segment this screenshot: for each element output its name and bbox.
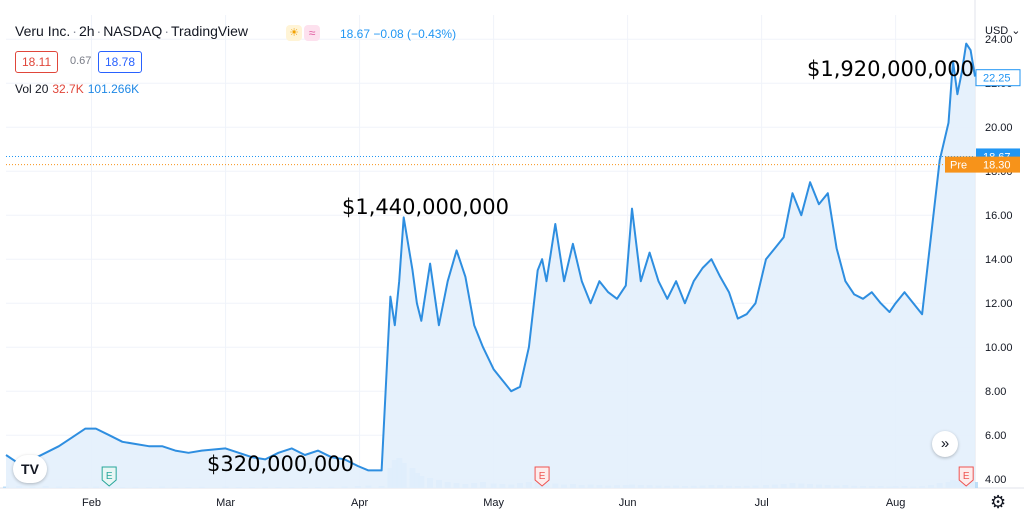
spread-value: 0.67: [70, 55, 92, 67]
data-source: TradingView: [170, 23, 249, 39]
crosshair-price-box: [975, 69, 1021, 87]
y-tick-label: 20.00: [985, 122, 1013, 134]
y-tick-label: 16.00: [985, 210, 1013, 222]
company-name: Veru Inc.: [15, 23, 71, 39]
y-tick-label: 8.00: [985, 386, 1006, 398]
tradingview-logo-icon[interactable]: TV: [13, 455, 47, 483]
earnings-marker-label: E: [539, 471, 546, 482]
price-area-fill: [6, 43, 975, 488]
market-cap-annotation: $1,440,000,000: [342, 195, 509, 219]
y-tick-label: 6.00: [985, 430, 1006, 442]
earnings-marker-label: E: [963, 471, 970, 482]
volume-label: Vol 20: [15, 82, 49, 96]
crosshair-price-label: 22.25: [983, 73, 1011, 85]
scroll-to-latest-icon[interactable]: »: [932, 431, 958, 457]
exchange: NASDAQ: [103, 23, 163, 39]
sell-price-button[interactable]: 18.11: [15, 51, 59, 73]
premarket-price-label: 18.30: [983, 160, 1011, 172]
interval: 2h: [78, 23, 95, 39]
x-tick-label: May: [483, 497, 504, 509]
last-change: 18.67 −0.08 (−0.43%): [340, 27, 457, 41]
earnings-marker: [958, 466, 974, 487]
x-tick-label: Jul: [755, 497, 769, 509]
premarket-box: [945, 156, 1020, 173]
currency-selector[interactable]: USD ⌄: [985, 25, 1021, 37]
price-line: [5, 42, 976, 472]
y-tick-label: 4.00: [985, 474, 1006, 486]
earnings-marker: [101, 466, 117, 487]
y-tick-label: 14.00: [985, 254, 1013, 266]
market-cap-annotation: $1,920,000,000: [807, 57, 974, 81]
premarket-tag: Pre: [950, 160, 967, 172]
symbol-header: Veru Inc. · 2h · NASDAQ · TradingView: [15, 23, 249, 39]
waves-icon[interactable]: ≈: [304, 25, 320, 41]
volume-value: 32.7K: [52, 82, 84, 96]
market-cap-annotation: $320,000,000: [207, 452, 354, 476]
volume-legend: Vol 20 32.7K 101.266K: [15, 82, 139, 96]
y-tick-label: 10.00: [985, 342, 1013, 354]
x-tick-label: Apr: [351, 497, 368, 509]
volume-ma-value: 101.266K: [87, 82, 140, 96]
sun-icon[interactable]: ☀: [286, 25, 302, 41]
gear-icon[interactable]: ⚙: [990, 492, 1007, 512]
y-tick-label: 12.00: [985, 298, 1013, 310]
earnings-marker: [534, 466, 550, 487]
earnings-marker-label: E: [106, 471, 113, 482]
x-tick-label: Aug: [886, 497, 906, 509]
buy-price-button[interactable]: 18.78: [98, 51, 143, 73]
x-tick-label: Jun: [619, 497, 637, 509]
x-tick-label: Feb: [82, 497, 101, 509]
x-tick-label: Mar: [216, 497, 235, 509]
y-tick-label: 24.00: [985, 34, 1013, 46]
